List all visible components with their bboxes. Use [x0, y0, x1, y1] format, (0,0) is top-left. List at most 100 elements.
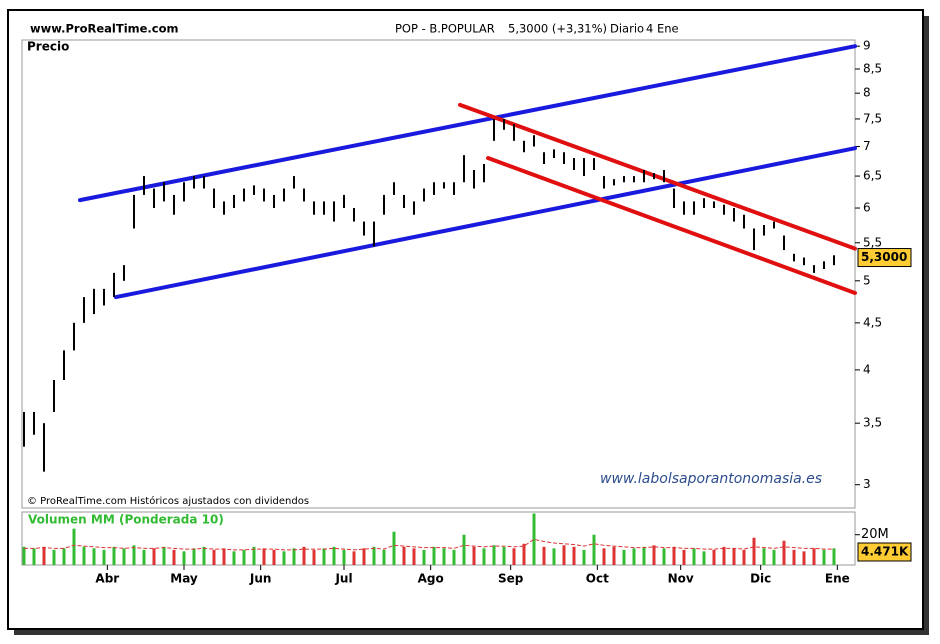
period: Diario [610, 22, 644, 36]
volume-bar [602, 548, 606, 565]
y-tick-label: 8,5 [863, 61, 882, 75]
price-bar [213, 188, 215, 209]
price-bar [493, 118, 495, 141]
y-tick-label: 5 [863, 273, 871, 287]
y-label: Precio [27, 40, 69, 54]
volume-bar [272, 549, 276, 565]
volume-bar [472, 546, 476, 565]
volume-bar [42, 546, 46, 565]
price-bar [103, 288, 105, 306]
quote: 5,3000 (+3,31%) [508, 22, 607, 36]
footer-note: © ProRealTime.com Históricos ajustados c… [27, 495, 309, 507]
volume-bar [482, 548, 486, 565]
volume-bar [422, 549, 426, 565]
price-bar [133, 194, 135, 229]
volume-bar [752, 537, 756, 565]
price-bar [93, 288, 95, 315]
volume-bar [332, 546, 336, 565]
x-tick-label: May [170, 572, 198, 586]
x-tick-label: Ago [418, 572, 444, 586]
price-bar [383, 194, 385, 215]
volume-bar [742, 549, 746, 565]
volume-bar [132, 545, 136, 565]
y-tick-label: 3 [863, 477, 871, 491]
volume-bar [732, 548, 736, 565]
last-price-box [857, 248, 912, 268]
volume-bar [282, 551, 286, 565]
volume-bar [442, 548, 446, 565]
volume-bar [582, 549, 586, 565]
price-bar [713, 201, 715, 209]
price-bar [303, 188, 305, 202]
volume-bar [672, 546, 676, 565]
volume-bar [662, 548, 666, 565]
volume-bar [182, 551, 186, 565]
price-bar [543, 152, 545, 164]
volume-bar [802, 551, 806, 565]
price-bar [763, 225, 765, 236]
price-bar [53, 379, 55, 412]
volume-bar [162, 546, 166, 565]
price-bar [803, 257, 805, 266]
volume-title: Volumen MM (Ponderada 10) [28, 513, 224, 527]
volume-bar [292, 548, 296, 565]
price-bar [443, 182, 445, 189]
price-bar [603, 176, 605, 189]
volume-bar [242, 549, 246, 565]
price-bar [553, 149, 555, 159]
x-tick-label: Oct [586, 572, 609, 586]
volume-bar [202, 546, 206, 565]
trendline [486, 156, 857, 295]
trendline [458, 102, 857, 251]
y-tick-label: 3,5 [863, 416, 882, 430]
volume-bar [542, 546, 546, 565]
volume-bar [532, 513, 536, 565]
price-bar [683, 201, 685, 215]
price-bar [263, 188, 265, 202]
price-bar [583, 158, 585, 177]
price-bar [503, 118, 505, 130]
price-bar [393, 182, 395, 195]
price-bar [343, 194, 345, 209]
price-bar [143, 176, 145, 195]
volume-bar [22, 546, 26, 565]
volume-bar [262, 548, 266, 565]
price-bar [433, 182, 435, 195]
volume-bar [762, 548, 766, 565]
price-bar [333, 201, 335, 222]
volume-bar [412, 548, 416, 565]
last-price-label: 5,3000 [861, 250, 907, 264]
volume-bar [792, 549, 796, 565]
volume-bar [612, 546, 616, 565]
price-bar [753, 228, 755, 251]
volume-bar [552, 548, 556, 565]
price-bar [633, 176, 635, 183]
y-tick-label: 6 [863, 201, 871, 215]
price-bar [273, 194, 275, 209]
volume-bar [432, 546, 436, 565]
price-bar [693, 201, 695, 215]
site: www.ProRealTime.com [30, 22, 179, 36]
price-bar [423, 188, 425, 202]
price-bar [643, 169, 645, 183]
price-bar [473, 169, 475, 189]
price-bar [663, 169, 665, 183]
volume-bar [52, 549, 56, 565]
price-panel [21, 39, 856, 509]
date: 4 Ene [646, 22, 679, 36]
x-tick-label: Jun [249, 572, 272, 586]
price-bar [673, 188, 675, 209]
price-bar [743, 214, 745, 229]
price-bar [253, 185, 255, 195]
volume-bar [32, 548, 36, 565]
price-bar [63, 350, 65, 380]
price-bar [653, 173, 655, 180]
y-tick-label: 7,5 [863, 111, 882, 125]
price-bar [593, 158, 595, 170]
volume-bar [362, 548, 366, 565]
trendline [78, 44, 857, 203]
volume-bar [492, 545, 496, 565]
price-bar [813, 265, 815, 273]
